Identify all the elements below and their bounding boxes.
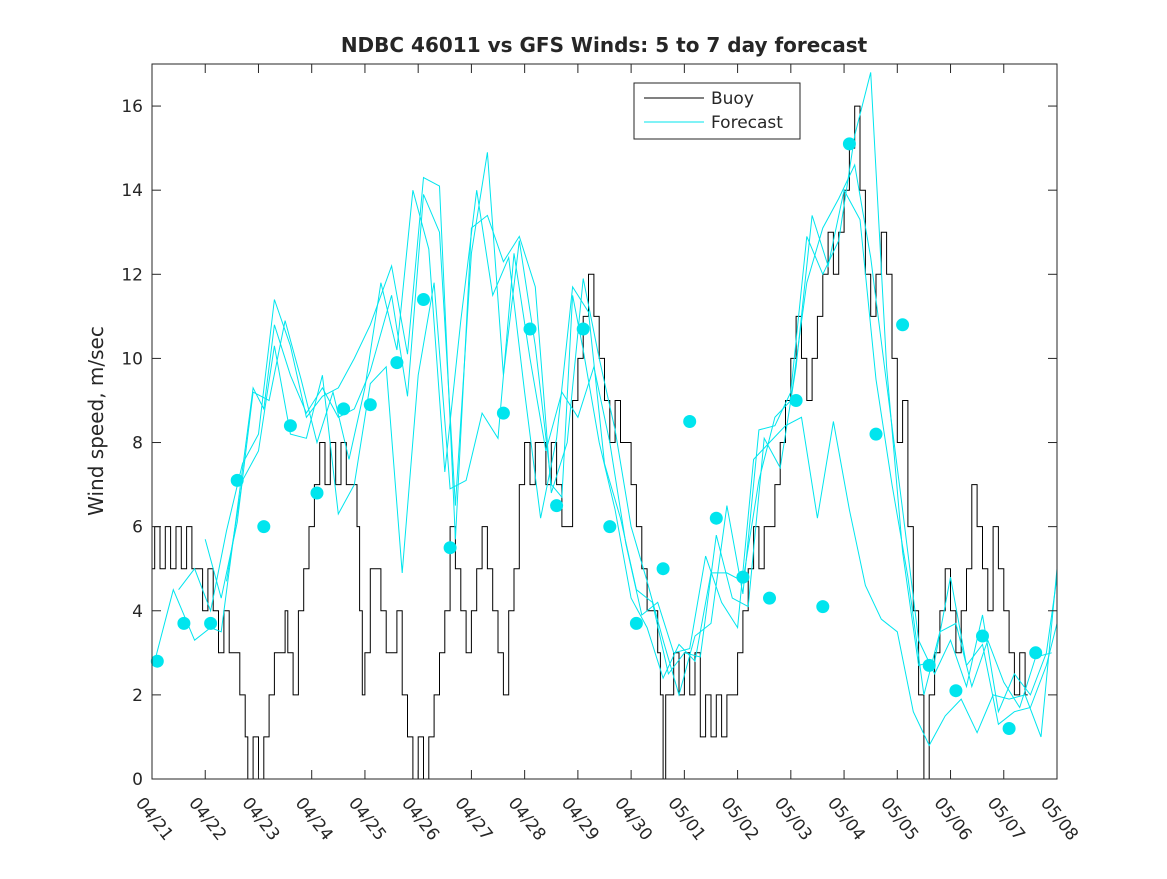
y-tick-label-6: 6 [132, 518, 143, 538]
axes-box [151, 63, 1058, 780]
forecast-marker-29 [922, 658, 936, 672]
forecast-marker-17 [603, 520, 617, 534]
forecast-marker-12 [443, 541, 457, 555]
legend: Buoy Forecast [633, 82, 801, 140]
forecast-marker-15 [550, 499, 564, 513]
chart-title: NDBC 46011 vs GFS Winds: 5 to 7 day fore… [341, 33, 868, 57]
legend-label-forecast: Forecast [711, 113, 783, 133]
y-axis-label: Wind speed, m/sec [84, 326, 108, 516]
forecast-marker-10 [390, 356, 404, 370]
plot-area [150, 72, 1057, 779]
plot-content [152, 72, 1057, 779]
forecast-marker-8 [337, 402, 351, 416]
forecast-marker-25 [816, 600, 830, 614]
forecast-run-line-1 [154, 152, 1057, 714]
y-tick-label-4: 4 [132, 602, 143, 622]
y-tick-label-16: 16 [121, 97, 143, 117]
y-tick-label-14: 14 [121, 181, 143, 201]
forecast-marker-11 [417, 293, 430, 306]
forecast-marker-18 [629, 616, 643, 630]
forecast-marker-3 [204, 616, 218, 630]
forecast-marker-5 [257, 520, 271, 534]
buoy-series-line [152, 105, 1028, 779]
forecast-marker-32 [1002, 722, 1016, 735]
forecast-marker-7 [310, 486, 324, 500]
forecast-marker-22 [736, 570, 750, 584]
forecast-marker-4 [230, 473, 244, 487]
forecast-marker-14 [523, 322, 537, 336]
legend-label-buoy: Buoy [711, 89, 754, 109]
forecast-marker-33 [1029, 646, 1043, 660]
forecast-marker-30 [949, 684, 963, 698]
legend-box [633, 82, 801, 140]
forecast-marker-20 [683, 415, 697, 428]
forecast-marker-21 [709, 511, 723, 525]
forecast-marker-31 [976, 629, 989, 643]
y-tick-label-10: 10 [121, 349, 143, 369]
forecast-marker-28 [896, 318, 910, 332]
forecast-marker-26 [842, 137, 856, 151]
y-tick-label-2: 2 [132, 686, 143, 706]
y-tick-label-12: 12 [121, 265, 143, 285]
forecast-marker-23 [763, 591, 776, 605]
forecast-marker-16 [576, 322, 590, 336]
forecast-marker-19 [656, 562, 670, 576]
forecast-marker-1 [150, 654, 164, 668]
y-tick-label-8: 8 [132, 434, 143, 454]
forecast-run-line-4 [226, 253, 1057, 747]
forecast-marker-2 [177, 616, 191, 630]
forecast-marker-27 [869, 427, 883, 441]
forecast-marker-13 [496, 406, 510, 420]
forecast-marker-6 [283, 419, 297, 433]
forecast-marker-24 [789, 394, 803, 407]
y-tick-label-0: 0 [132, 770, 143, 790]
forecast-marker-9 [363, 398, 377, 412]
